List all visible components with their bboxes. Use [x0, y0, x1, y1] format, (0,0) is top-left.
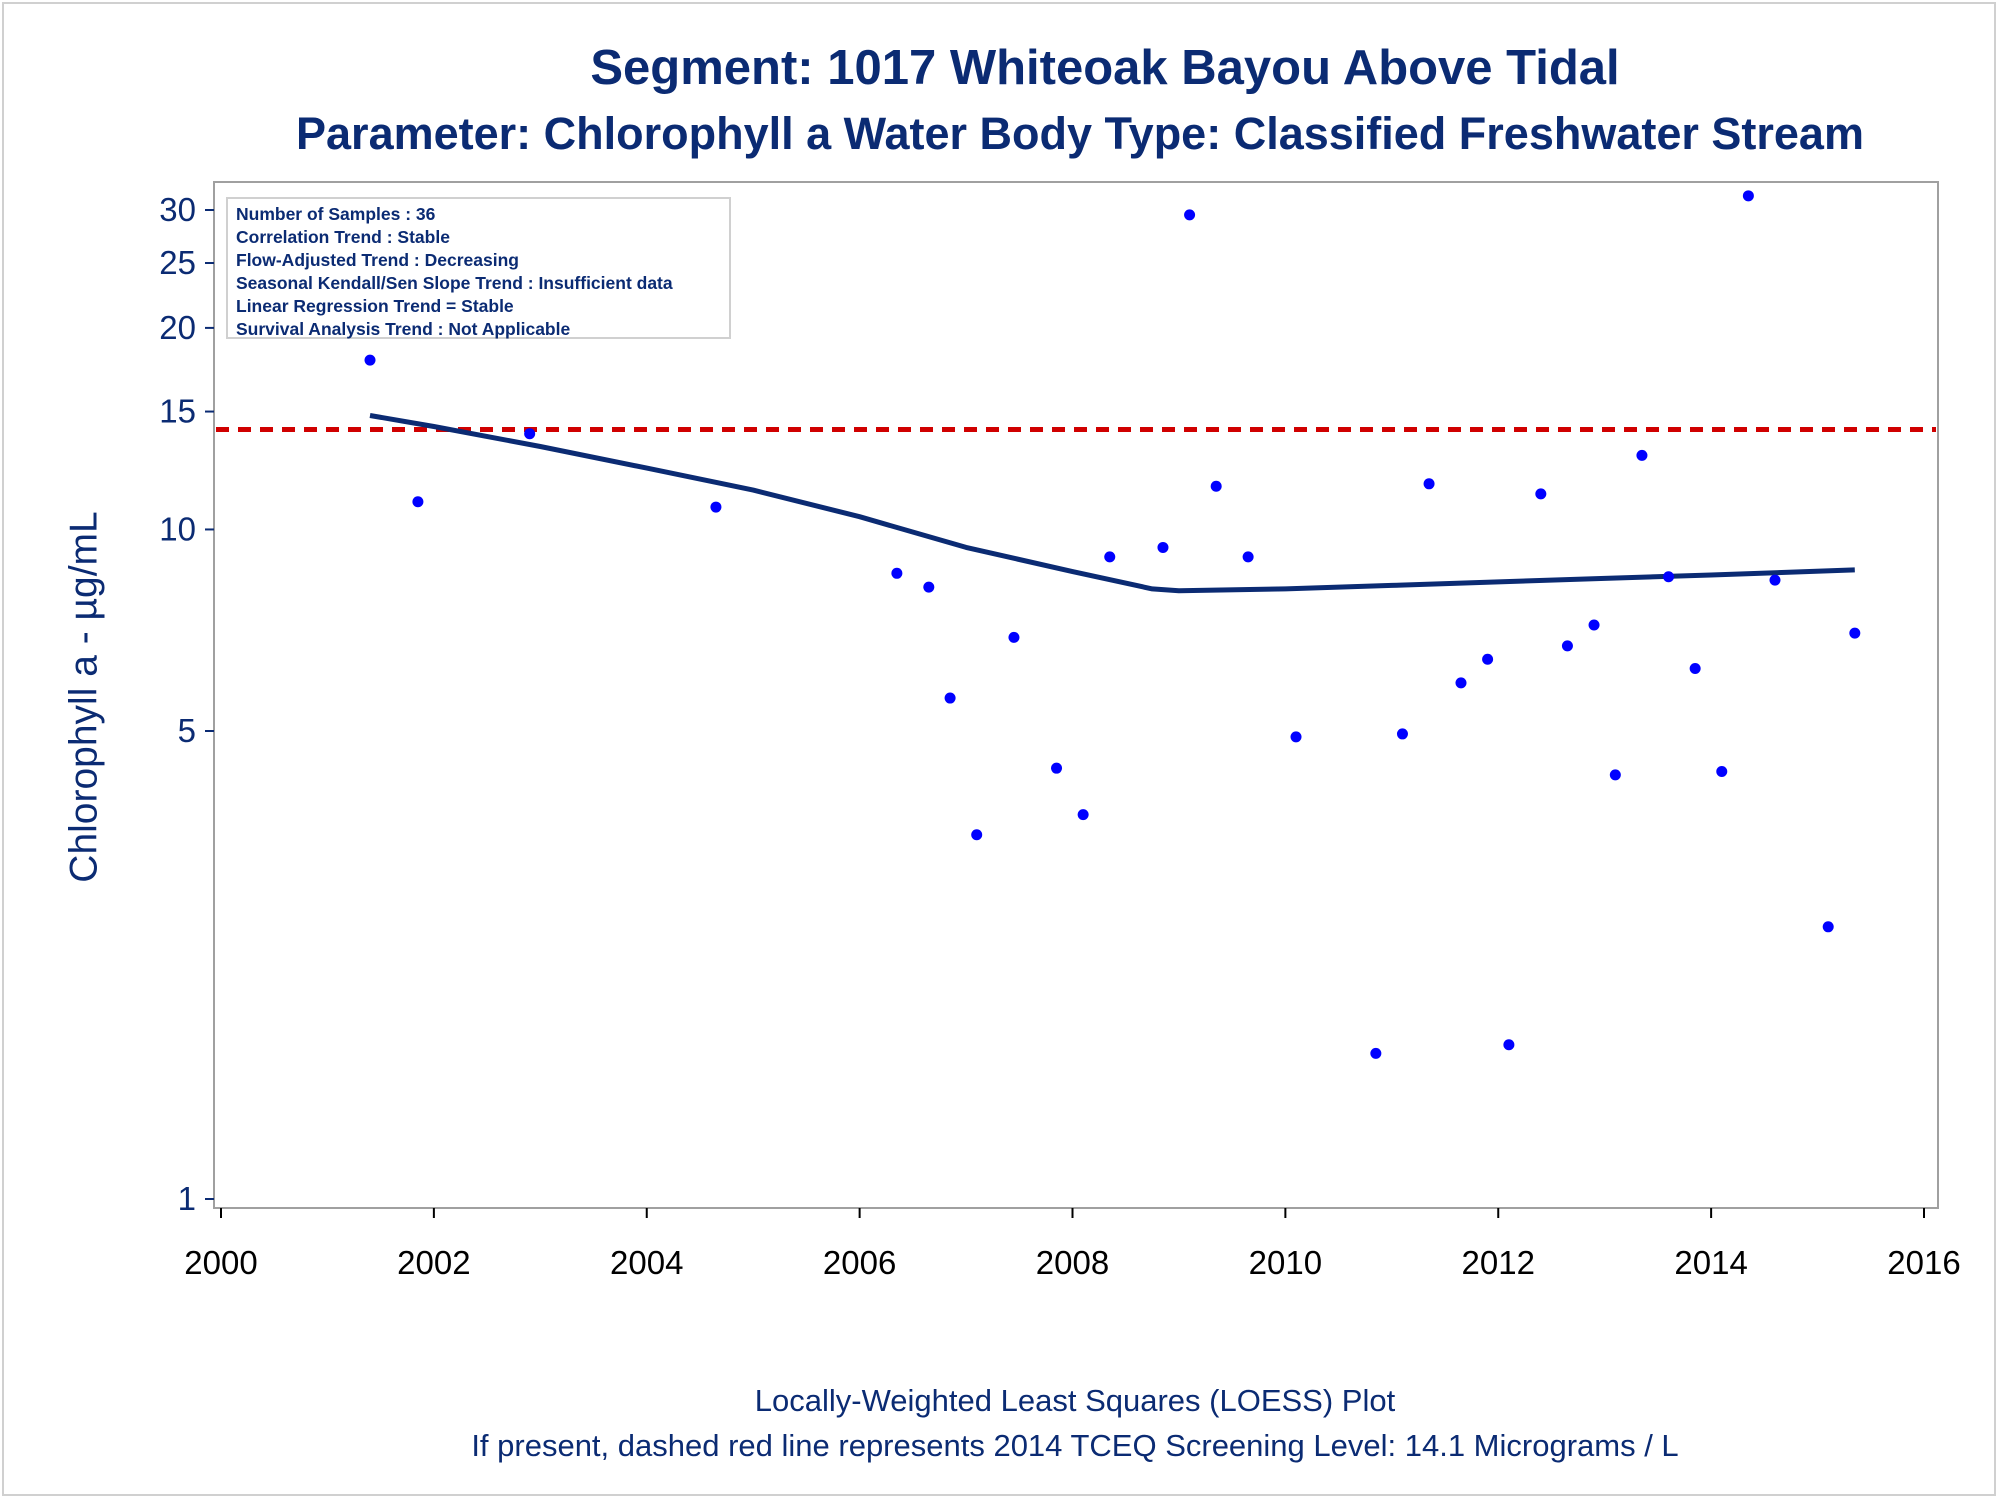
- y-tick-label: 15: [159, 393, 196, 430]
- data-point: [1503, 1039, 1515, 1051]
- stats-line-correlation: Correlation Trend : Stable: [236, 227, 450, 247]
- data-point: [944, 692, 956, 704]
- data-point: [1008, 631, 1020, 643]
- data-point: [1051, 762, 1063, 774]
- data-point: [1242, 551, 1254, 563]
- data-point: [1184, 209, 1196, 221]
- footer-line-2: If present, dashed red line represents 2…: [471, 1428, 1679, 1463]
- data-point: [1663, 571, 1675, 583]
- data-point: [1716, 766, 1728, 778]
- x-tick-label: 2008: [1036, 1244, 1109, 1281]
- data-point: [1822, 921, 1834, 933]
- data-point: [1396, 728, 1408, 740]
- data-point: [971, 829, 983, 841]
- data-point: [1455, 677, 1467, 689]
- data-point: [1157, 541, 1169, 553]
- data-point: [364, 354, 376, 366]
- x-tick-label: 2002: [397, 1244, 470, 1281]
- stats-line-linear-regression: Linear Regression Trend = Stable: [236, 296, 514, 316]
- x-tick-label: 2010: [1249, 1244, 1322, 1281]
- stats-line-samples: Number of Samples : 36: [236, 204, 436, 224]
- y-tick-label: 25: [159, 244, 196, 281]
- data-point: [1636, 449, 1648, 461]
- y-tick-label: 1: [178, 1180, 196, 1217]
- data-point: [1370, 1047, 1382, 1059]
- x-tick-label: 2004: [610, 1244, 683, 1281]
- x-tick-label: 2000: [184, 1244, 257, 1281]
- data-point: [412, 496, 424, 508]
- data-point: [923, 581, 935, 593]
- stats-line-survival: Survival Analysis Trend : Not Applicable: [236, 319, 571, 339]
- data-point: [1535, 488, 1547, 500]
- data-point: [1290, 731, 1302, 743]
- x-tick-label: 2016: [1887, 1244, 1960, 1281]
- x-axis: 2000 2002 2004 2006 2008 2010 2012 2014 2016: [184, 1208, 1961, 1281]
- stats-line-flow-adjusted: Flow-Adjusted Trend : Decreasing: [236, 250, 519, 270]
- x-tick-label: 2006: [823, 1244, 896, 1281]
- y-tick-label: 10: [159, 510, 196, 547]
- data-point: [1609, 769, 1621, 781]
- chart-subtitle: Parameter: Chlorophyll a Water Body Type…: [296, 108, 1864, 159]
- data-point: [1104, 551, 1116, 563]
- data-point: [1769, 574, 1781, 586]
- y-axis-label: Chlorophyll a - µg/mL: [62, 511, 106, 883]
- data-point: [1849, 627, 1861, 639]
- chart-title: Segment: 1017 Whiteoak Bayou Above Tidal: [590, 41, 1620, 95]
- data-point: [1210, 480, 1222, 492]
- data-point: [1423, 478, 1435, 490]
- y-tick-label: 20: [159, 309, 196, 346]
- stats-box: Number of Samples : 36 Correlation Trend…: [226, 197, 731, 339]
- data-point: [1742, 190, 1754, 202]
- data-point: [891, 567, 903, 579]
- loess-line: [369, 413, 1855, 594]
- stats-line-seasonal-kendall: Seasonal Kendall/Sen Slope Trend : Insuf…: [236, 273, 673, 293]
- y-tick-label: 30: [159, 191, 196, 228]
- data-point: [524, 428, 536, 440]
- data-point: [1077, 809, 1089, 821]
- x-tick-label: 2014: [1674, 1244, 1747, 1281]
- data-point: [710, 501, 722, 513]
- data-point: [1588, 619, 1600, 631]
- data-point: [1482, 653, 1494, 665]
- x-tick-label: 2012: [1462, 1244, 1535, 1281]
- data-points: [364, 190, 1861, 1059]
- loess-line-group: [369, 413, 1855, 594]
- y-tick-label: 5: [178, 712, 196, 749]
- data-point: [1561, 640, 1573, 652]
- footer-line-1: Locally-Weighted Least Squares (LOESS) P…: [754, 1383, 1396, 1418]
- plot-area-border: [213, 181, 1939, 1209]
- data-point: [1689, 662, 1701, 674]
